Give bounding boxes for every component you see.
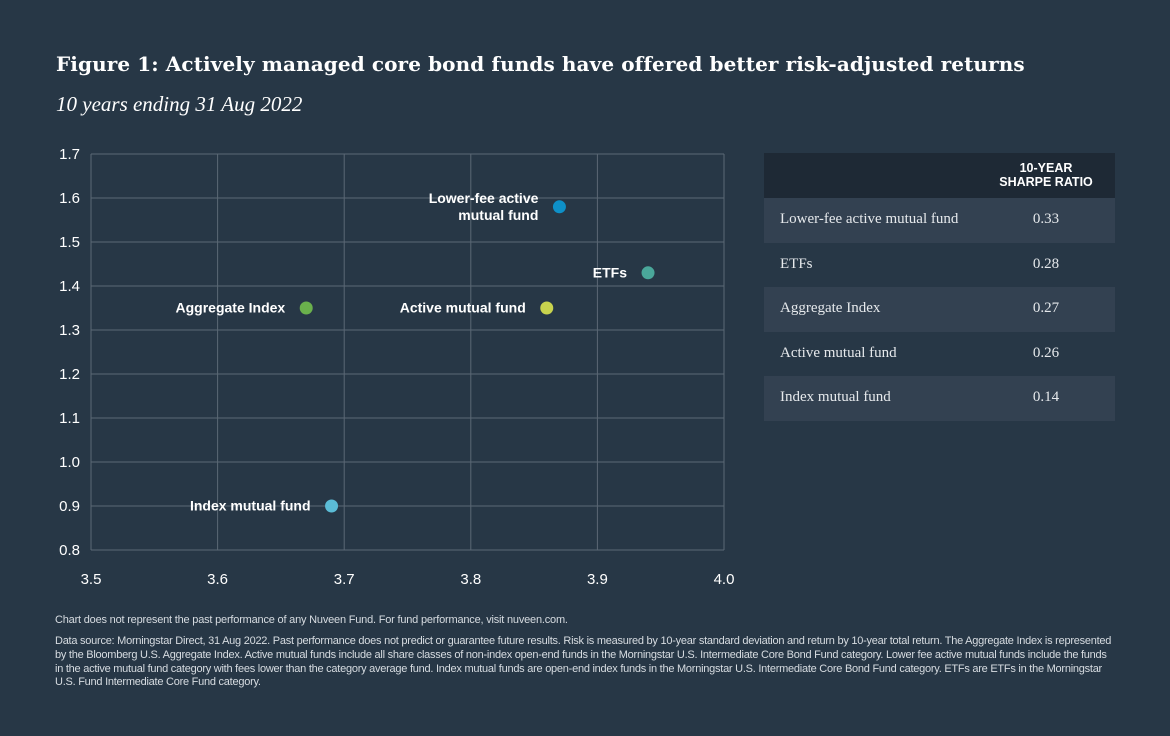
table-row: Index mutual fund 0.14: [764, 376, 1115, 421]
y-tick-label: 1.0: [59, 454, 80, 471]
data-point: [641, 266, 655, 280]
y-tick-label: 0.9: [59, 498, 80, 515]
y-tick-label: 1.1: [59, 410, 80, 427]
point-label: Aggregate Index: [176, 300, 286, 316]
x-tick-label: 3.5: [81, 571, 102, 588]
data-source-note: Data source: Morningstar Direct, 31 Aug …: [55, 635, 1112, 689]
y-tick-label: 1.5: [59, 234, 80, 251]
data-point: [552, 200, 566, 214]
row-sharpe-value: 0.28: [1032, 255, 1060, 272]
point-label: Lower-fee active: [429, 190, 539, 206]
y-tick-label: 1.4: [59, 278, 80, 295]
x-tick-label: 3.7: [334, 571, 355, 588]
row-sharpe-value: 0.14: [1032, 389, 1060, 406]
y-tick-label: 1.2: [59, 366, 80, 383]
chart-title: Figure 1: Actively managed core bond fun…: [56, 52, 1025, 76]
table-row: Aggregate Index 0.27: [764, 287, 1115, 332]
row-fund-name: Index mutual fund: [780, 389, 891, 406]
x-tick-label: 3.9: [587, 571, 608, 588]
row-sharpe-value: 0.33: [1032, 211, 1060, 227]
row-sharpe-value: 0.26: [1032, 344, 1060, 361]
table-row: Lower-fee active mutual fund 0.33: [764, 198, 1115, 243]
data-point: [540, 301, 554, 315]
scatter-chart: 0.8 0.9 1.0 1.1 1.2 1.3 1.4 1.5 1.6 1.7 3.5 3.6 3.7 3…: [59, 146, 735, 588]
table-row: ETFs 0.28: [764, 243, 1115, 288]
row-fund-name: Lower-fee active mutual fund: [780, 211, 959, 227]
point-label: Index mutual fund: [190, 498, 311, 514]
row-sharpe-value: 0.27: [1032, 300, 1060, 317]
row-fund-name: ETFs: [780, 255, 813, 272]
y-tick-label: 1.7: [59, 146, 80, 163]
column-header-line2: SHARPE RATIO: [999, 175, 1093, 189]
point-label: mutual fund: [458, 207, 538, 223]
x-tick-label: 3.8: [460, 571, 481, 588]
y-tick-label: 0.8: [59, 542, 80, 559]
x-tick-label: 3.6: [207, 571, 228, 588]
sharpe-ratio-table: 10-YEAR SHARPE RATIO Lower-fee active mu…: [764, 153, 1115, 421]
column-header-line1: 10-YEAR: [1019, 161, 1073, 175]
table-header: 10-YEAR SHARPE RATIO: [764, 153, 1115, 198]
row-fund-name: Aggregate Index: [780, 300, 881, 317]
point-label: Active mutual fund: [400, 300, 526, 316]
table-row: Active mutual fund 0.26: [764, 332, 1115, 377]
column-header: 10-YEAR SHARPE RATIO: [991, 161, 1101, 189]
y-tick-label: 1.3: [59, 322, 80, 339]
performance-disclaimer: Chart does not represent the past perfor…: [55, 614, 568, 626]
data-point: [299, 301, 313, 315]
data-point: [325, 499, 339, 513]
y-tick-label: 1.6: [59, 190, 80, 207]
x-tick-label: 4.0: [714, 571, 735, 588]
point-label: ETFs: [593, 264, 627, 280]
chart-subtitle: 10 years ending 31 Aug 2022: [56, 92, 303, 116]
row-fund-name: Active mutual fund: [780, 344, 897, 361]
